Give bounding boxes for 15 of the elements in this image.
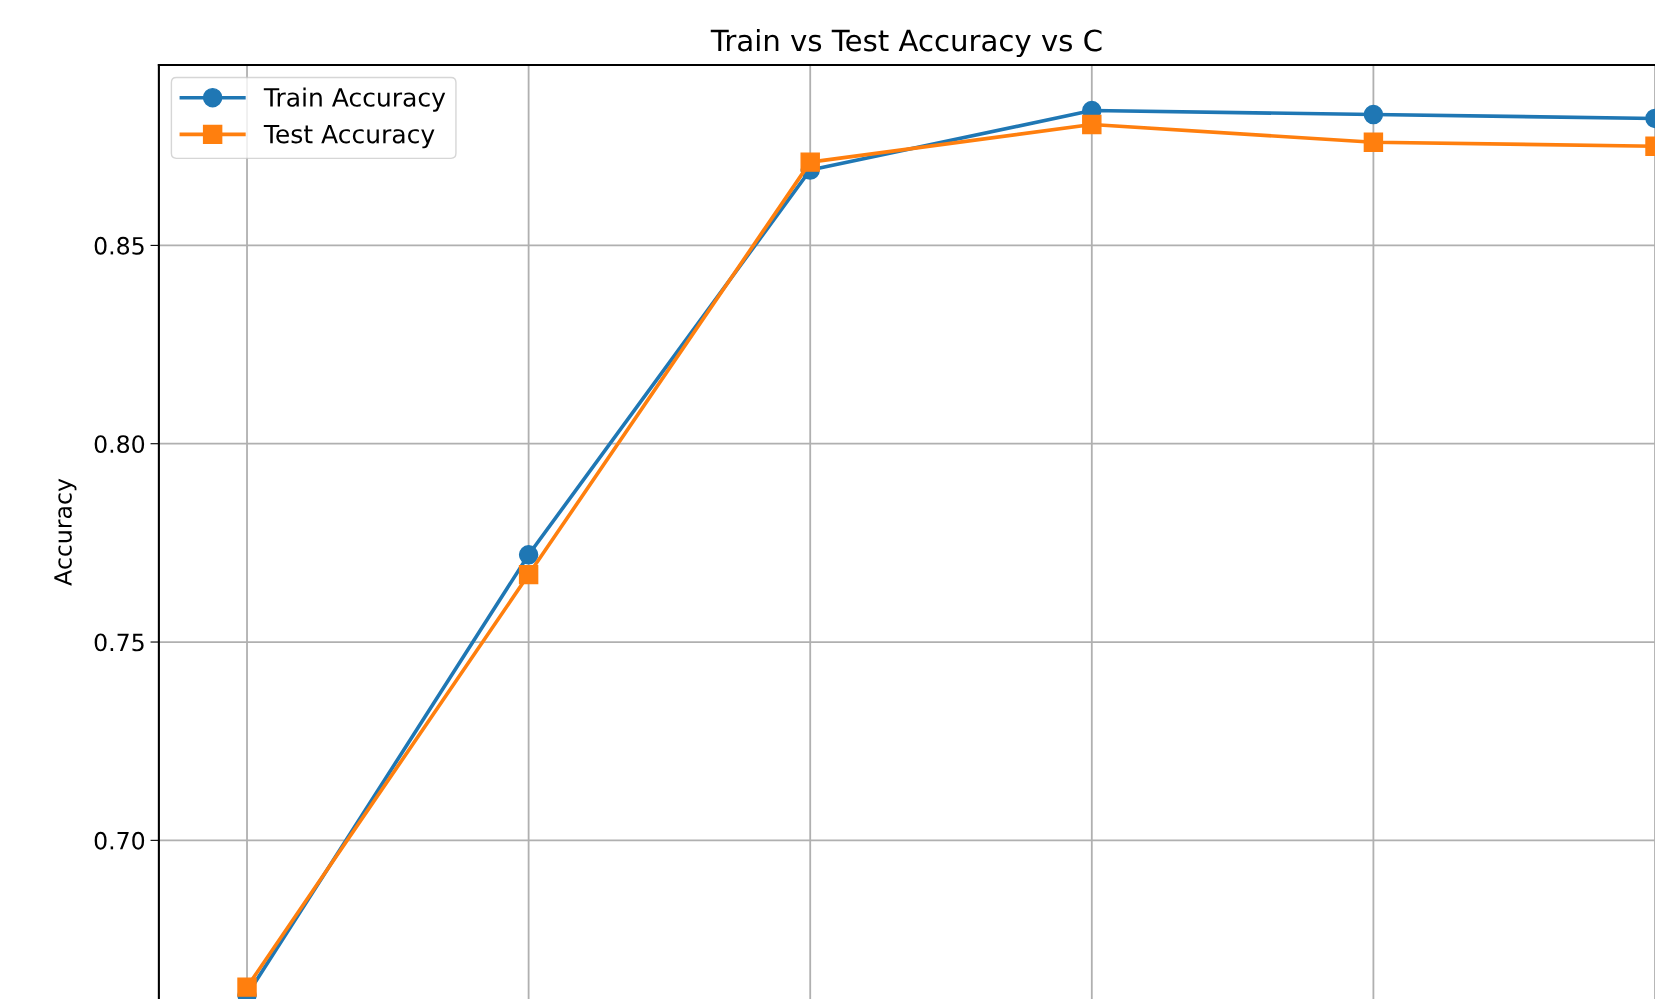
legend-label: Train Accuracy bbox=[263, 87, 446, 112]
point bbox=[1363, 104, 1384, 125]
y-axis-title: Accuracy bbox=[54, 478, 77, 586]
point bbox=[800, 152, 820, 172]
point bbox=[1082, 114, 1102, 135]
y-tick-label: 0.70 bbox=[94, 831, 145, 850]
point bbox=[237, 977, 257, 997]
point bbox=[1363, 132, 1384, 153]
chart-title: Train vs Test Accuracy vs C bbox=[710, 28, 1102, 58]
point bbox=[518, 545, 539, 565]
y-tick-label: 0.85 bbox=[94, 236, 144, 255]
y-tick-label: 0.75 bbox=[94, 633, 144, 652]
y-tick-label: 0.80 bbox=[94, 435, 145, 454]
point bbox=[518, 564, 539, 585]
legend-label: Test Accuracy bbox=[263, 124, 435, 149]
